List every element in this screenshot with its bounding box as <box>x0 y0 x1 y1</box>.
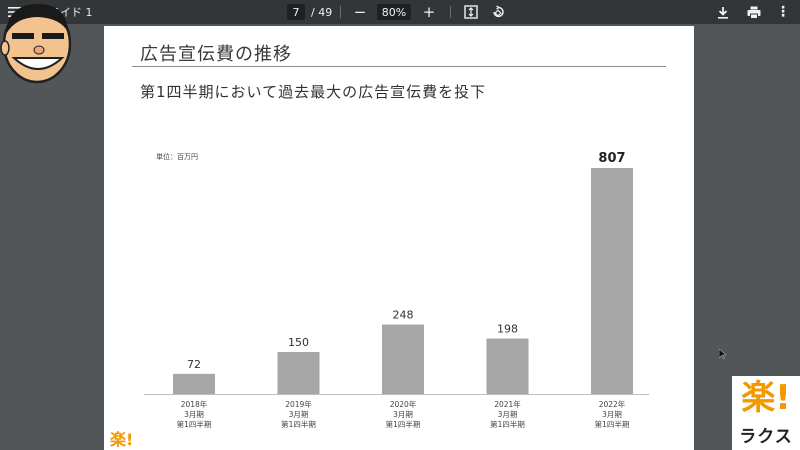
category-label-0-0: 2018年 <box>181 399 208 409</box>
bar-0 <box>173 373 215 394</box>
brand-mark: 楽! <box>741 378 791 418</box>
category-label-3-1: 3月期 <box>498 410 518 419</box>
raksul-brand-logo: 楽! ラクス <box>732 376 800 450</box>
more-options-icon[interactable]: ⋮ <box>776 4 790 20</box>
print-icon[interactable] <box>745 0 763 24</box>
slide-page: 広告宣伝費の推移 第1四半期において過去最大の広告宣伝費を投下 単位：百万円 7… <box>104 26 694 450</box>
presenter-avatar <box>0 4 72 84</box>
ad-spend-bar-chart: 722018年3月期第1四半期1502019年3月期第1四半期2482020年3… <box>144 151 649 429</box>
category-label-4-0: 2022年 <box>599 399 626 409</box>
category-label-1-1: 3月期 <box>289 410 309 419</box>
title-divider <box>132 66 666 67</box>
category-label-1-0: 2019年 <box>285 399 312 409</box>
mouse-cursor-icon <box>719 349 727 359</box>
bar-3 <box>486 338 529 394</box>
slide-corner-logo: 楽! <box>110 430 134 449</box>
download-icon[interactable] <box>714 0 732 24</box>
slide-title: 広告宣伝費の推移 <box>140 44 292 65</box>
slide-subtitle: 第1四半期において過去最大の広告宣伝費を投下 <box>140 83 487 101</box>
category-label-1-2: 第1四半期 <box>281 419 316 429</box>
unit-label: 単位：百万円 <box>156 153 198 161</box>
bar-1 <box>277 351 320 394</box>
zoom-level-input[interactable]: 80% <box>377 4 411 20</box>
category-label-2-2: 第1四半期 <box>386 419 421 429</box>
value-label-3: 198 <box>497 323 518 336</box>
value-label-1: 150 <box>288 336 309 349</box>
category-label-3-2: 第1四半期 <box>490 419 525 429</box>
fit-to-page-icon[interactable] <box>462 0 480 24</box>
category-label-3-0: 2021年 <box>494 399 521 409</box>
value-label-4: 807 <box>598 151 625 166</box>
category-label-0-2: 第1四半期 <box>177 419 212 429</box>
bar-2 <box>382 324 424 394</box>
pdf-toolbar: スライド 1 7 / 49 − 80% + ⋮ <box>0 0 800 24</box>
value-label-2: 248 <box>393 309 414 322</box>
category-label-4-2: 第1四半期 <box>595 419 630 429</box>
category-label-0-1: 3月期 <box>184 410 204 419</box>
page-number-input[interactable]: 7 <box>287 4 305 20</box>
zoom-in-button[interactable]: + <box>422 3 436 21</box>
value-label-0: 72 <box>187 358 201 371</box>
rotate-icon[interactable] <box>489 0 507 24</box>
toolbar-divider <box>340 6 341 18</box>
category-label-2-1: 3月期 <box>393 410 413 419</box>
toolbar-divider <box>450 6 451 18</box>
brand-name: ラクス <box>739 427 793 447</box>
page-total-label: / 49 <box>311 5 333 19</box>
category-label-4-1: 3月期 <box>602 410 622 419</box>
zoom-out-button[interactable]: − <box>353 3 367 21</box>
category-label-2-0: 2020年 <box>390 399 417 409</box>
bar-4 <box>591 168 633 394</box>
